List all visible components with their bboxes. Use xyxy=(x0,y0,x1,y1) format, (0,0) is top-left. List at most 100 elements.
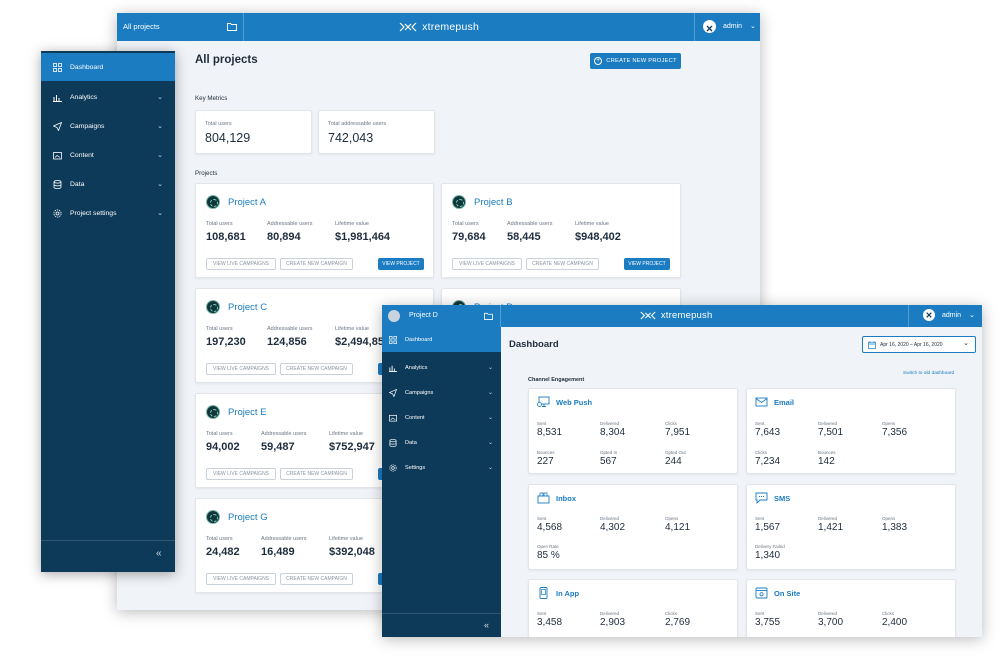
folder-image-icon xyxy=(53,151,62,159)
sidebar-item-analytics[interactable]: Analytics ⌄ xyxy=(41,83,175,111)
paper-plane-icon xyxy=(53,121,62,131)
project-logo-icon xyxy=(206,405,220,419)
monitor-icon xyxy=(537,396,550,407)
metric-label: Clicks xyxy=(665,611,677,616)
metric-value: 2,769 xyxy=(665,617,691,628)
dashboard-window: Project D xtremepush admin ⌄ Dashboard A… xyxy=(382,305,982,637)
chevron-down-icon: ⌄ xyxy=(157,181,163,188)
create-new-project-button[interactable]: + CREATE NEW PROJECT xyxy=(590,53,681,69)
view-live-campaigns-button[interactable]: VIEW LIVE CAMPAIGNS xyxy=(206,468,276,480)
metric-label: Total users xyxy=(205,121,232,127)
project-card-b[interactable]: Project B Total users Addressable users … xyxy=(441,183,681,278)
avatar xyxy=(923,309,935,322)
addressable-users-value: 16,489 xyxy=(261,546,295,558)
metric-label: Delivered xyxy=(818,421,838,426)
metric-value: 1,567 xyxy=(755,522,781,533)
sidebar-item-content[interactable]: Content ⌄ xyxy=(382,405,501,430)
project-name[interactable]: Project E xyxy=(228,407,267,418)
project-switcher[interactable]: Project D xyxy=(382,305,501,327)
channel-name: SMS xyxy=(774,494,791,503)
sidebar-item-analytics[interactable]: Analytics ⌄ xyxy=(382,355,501,380)
metric-value: 227 xyxy=(537,456,554,467)
addressable-users-label: Addressable users xyxy=(267,326,313,332)
metric-value: 1,421 xyxy=(818,522,844,533)
metric-value: 3,700 xyxy=(818,617,844,628)
create-new-campaign-button[interactable]: CREATE NEW CAMPAIGN xyxy=(280,258,353,270)
chevron-down-icon: ⌄ xyxy=(157,152,163,159)
view-project-button[interactable]: VIEW PROJECT xyxy=(624,258,670,270)
metric-value: 7,951 xyxy=(665,427,691,438)
metric-value: 142 xyxy=(818,456,835,467)
lifetime-value: $948,402 xyxy=(575,231,621,243)
xtremepush-logo-icon xyxy=(399,22,417,32)
lifetime-value-label: Lifetime value xyxy=(335,326,369,332)
sidebar-item-label: Campaigns xyxy=(70,122,105,130)
view-project-button[interactable]: VIEW PROJECT xyxy=(378,258,424,270)
view-live-campaigns-button[interactable]: VIEW LIVE CAMPAIGNS xyxy=(206,363,276,375)
sidebar-item-content[interactable]: Content ⌄ xyxy=(41,141,175,169)
addressable-users-label: Addressable users xyxy=(261,431,307,437)
paper-plane-icon xyxy=(389,388,397,397)
sidebar-item-data[interactable]: Data ⌄ xyxy=(41,170,175,198)
metric-label: Sent xyxy=(755,421,765,426)
metric-value: 4,568 xyxy=(537,522,563,533)
channel-card-on-site: On Site Sent 3,755 Delivered 3,700 Click… xyxy=(746,579,956,637)
lifetime-value: $1,981,464 xyxy=(335,231,391,243)
sidebar-item-project-settings[interactable]: Project settings ⌄ xyxy=(41,199,175,227)
user-menu[interactable]: admin ⌄ xyxy=(694,13,760,41)
metric-value: 2,400 xyxy=(882,617,908,628)
user-menu[interactable]: admin ⌄ xyxy=(908,305,982,327)
collapse-sidebar-icon[interactable]: « xyxy=(156,548,162,559)
sidebar-item-data[interactable]: Data ⌄ xyxy=(382,430,501,455)
metric-label: Delivered xyxy=(818,611,838,616)
chevron-down-icon: ⌄ xyxy=(487,465,493,471)
create-new-campaign-button[interactable]: CREATE NEW CAMPAIGN xyxy=(526,258,599,270)
projects-switcher[interactable]: All projects xyxy=(117,13,244,41)
sidebar-item-campaigns[interactable]: Campaigns ⌄ xyxy=(382,380,501,405)
project-name[interactable]: Project G xyxy=(228,512,268,523)
metric-label: Sent xyxy=(537,421,547,426)
chevron-down-icon: ⌄ xyxy=(487,415,493,421)
project-name[interactable]: Project A xyxy=(228,197,267,208)
create-new-campaign-button[interactable]: CREATE NEW CAMPAIGN xyxy=(280,573,353,585)
total-users-value: 24,482 xyxy=(206,546,240,558)
project-logo-icon xyxy=(206,300,220,314)
project-name[interactable]: Project B xyxy=(474,197,513,208)
metric-value: 7,234 xyxy=(755,456,781,467)
phone-icon xyxy=(539,587,548,599)
sidebar-item-dashboard[interactable]: Dashboard xyxy=(41,53,175,81)
view-live-campaigns-button[interactable]: VIEW LIVE CAMPAIGNS xyxy=(452,258,522,270)
sidebar-item-settings[interactable]: Settings ⌄ xyxy=(382,455,501,480)
view-live-campaigns-button[interactable]: VIEW LIVE CAMPAIGNS xyxy=(206,573,276,585)
channel-card-in-app: In App Sent 3,458 Delivered 2,903 Clicks… xyxy=(528,579,738,637)
metric-value: 567 xyxy=(600,456,617,467)
addressable-users-value: 59,487 xyxy=(261,441,295,453)
project-card-a[interactable]: Project A Total users Addressable users … xyxy=(195,183,434,278)
metric-card-addressable-users: Total addressable users 742,043 xyxy=(318,110,435,154)
total-users-value: 79,684 xyxy=(452,231,486,243)
switch-to-old-dashboard-link[interactable]: Switch to old dashboard xyxy=(903,371,955,376)
create-new-campaign-button[interactable]: CREATE NEW CAMPAIGN xyxy=(280,468,353,480)
chevron-down-icon: ⌄ xyxy=(963,340,969,347)
page-title: All projects xyxy=(195,54,258,66)
project-logo-icon xyxy=(452,195,466,209)
sidebar-item-label: Dashboard xyxy=(405,336,433,343)
collapse-sidebar-icon[interactable]: « xyxy=(484,620,490,630)
gear-icon xyxy=(53,209,62,217)
metric-label: Delivery Failed xyxy=(755,544,785,549)
create-new-campaign-button[interactable]: CREATE NEW CAMPAIGN xyxy=(280,363,353,375)
page-title: Dashboard xyxy=(509,339,559,350)
channel-name: Web Push xyxy=(556,398,593,407)
grid-icon xyxy=(389,335,397,344)
project-name[interactable]: Project C xyxy=(228,302,268,313)
date-range-value: Apr 16, 2020 – Apr 16, 2020 xyxy=(880,341,943,348)
metric-label: Delivered xyxy=(600,611,620,616)
sidebar-item-dashboard[interactable]: Dashboard xyxy=(382,327,501,352)
date-range-picker[interactable]: Apr 16, 2020 – Apr 16, 2020 ⌄ xyxy=(862,336,976,353)
gear-icon xyxy=(389,463,397,472)
folder-icon[interactable] xyxy=(484,312,493,320)
folder-icon[interactable] xyxy=(227,22,237,31)
metric-label: Opted Out xyxy=(665,450,686,455)
sidebar-item-campaigns[interactable]: Campaigns ⌄ xyxy=(41,112,175,140)
view-live-campaigns-button[interactable]: VIEW LIVE CAMPAIGNS xyxy=(206,258,276,270)
